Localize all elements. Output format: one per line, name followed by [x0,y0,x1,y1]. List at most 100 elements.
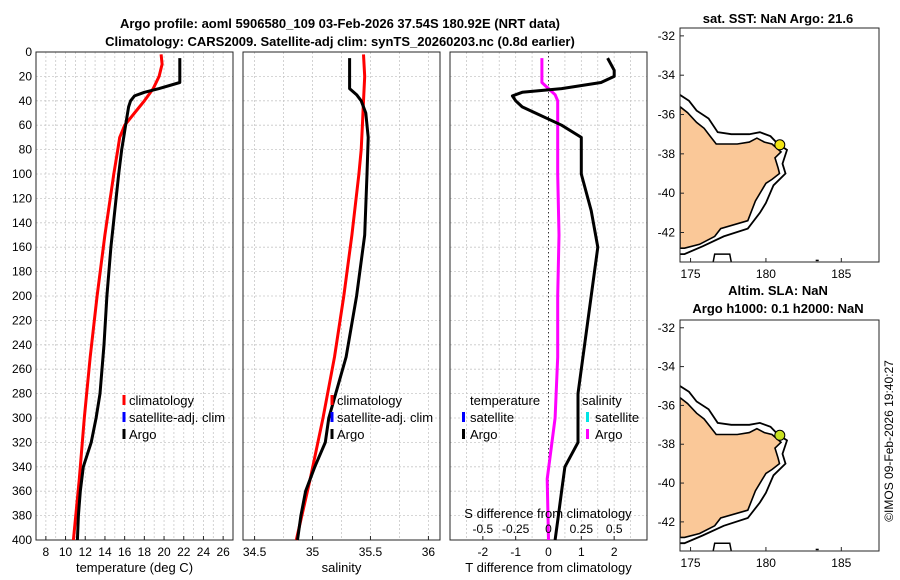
legend-swatch [330,429,334,439]
legend-swatch [462,429,465,439]
map-y-tick-label: -36 [658,108,676,122]
legend-swatch [330,395,334,405]
legend-label-right: salinity [582,393,622,408]
axes-frame [35,51,234,541]
y-tick-label: 40 [19,94,33,108]
axes-frame [242,51,441,541]
salinity-tick-label: -0.5 [472,522,493,536]
y-tick-label: 320 [12,435,32,449]
map-content [680,94,819,262]
x-tick-label: -1 [510,545,521,559]
legend-swatch [586,429,589,439]
map-y-tick-label: -42 [658,515,676,529]
x-tick-label: 18 [138,545,152,559]
x-axis-label: salinity [322,560,362,575]
legend-label-right: Argo [595,427,622,442]
title-line-2: Climatology: CARS2009. Satellite-adj cli… [105,34,575,49]
y-tick-label: 180 [12,265,32,279]
legend-label: satellite-adj. clim [337,410,433,425]
salinity-panel: 34.5 35 35.5 36 salinity climatology satellite… [242,51,441,575]
legend-label: satellite-adj. clim [129,410,225,425]
y-tick-label: 160 [12,240,32,254]
map-y-tick-label: -36 [658,398,676,412]
salinity-tick-label: 0.5 [606,522,623,536]
salinity-tick-label: 0.25 [570,522,594,536]
salinity-axis-label: S difference from climatology [464,506,632,521]
map-bottom-title-line-2: Argo h1000: 0.1 h2000: NaN [692,301,863,316]
y-tick-label: 280 [12,387,32,401]
legend-label: climatology [337,393,403,408]
y-tick-label: 60 [19,118,33,132]
y-tick-label: 120 [12,191,32,205]
y-tick-label: 20 [19,69,33,83]
legend-label: climatology [129,393,195,408]
legend-swatch [122,412,126,422]
map-frame [679,27,880,263]
map-y-tick-label: -32 [658,321,676,335]
y-tick-label: 340 [12,460,32,474]
legend-label: Argo [129,427,156,442]
argo-location-marker [774,139,786,151]
map-x-tick-label: 185 [831,556,851,570]
y-tick-label: 200 [12,289,32,303]
map-top-panel: -32 -34 -36 -38 -40 -42 175 180 185 [658,27,880,281]
shelf-contour [680,385,789,545]
argo-location-marker [774,429,786,441]
argo-line [296,58,370,541]
map-bottom-title-line-1: Altim. SLA: NaN [728,283,828,298]
title-line-1: Argo profile: aoml 5906580_109 03-Feb-20… [120,16,560,31]
legend-label-left: satellite [470,410,514,425]
y-tick-label: 360 [12,484,32,498]
y-tick-label: 400 [12,533,32,547]
temperature-panel: 8 10 12 14 16 18 20 22 24 26 temperature (deg C) 0 2… [12,45,234,575]
x-tick-label: 34.5 [243,545,267,559]
shelf-contour [680,94,789,256]
legend-swatch [462,412,465,422]
salinity-tick-label: -0.25 [502,522,530,536]
x-tick-label: 35.5 [359,545,383,559]
map-x-tick-label: 180 [756,267,776,281]
map-frame [679,319,880,552]
y-tick-label: 380 [12,509,32,523]
y-tick-label: 260 [12,362,32,376]
y-tick-label: 220 [12,313,32,327]
x-tick-label: 22 [177,545,191,559]
map-y-tick-label: -32 [658,29,676,43]
x-tick-label: 36 [422,545,436,559]
legend-swatch [122,395,126,405]
map-y-tick-label: -42 [658,226,676,240]
climatology-line [71,54,164,541]
x-tick-label: 10 [59,545,73,559]
x-tick-label: 12 [79,545,93,559]
copyright-text: ©IMOS 09-Feb-2026 19:40:27 [882,360,896,522]
legend-swatch [586,412,589,422]
map-x-tick-label: 175 [681,267,701,281]
map-y-tick-label: -38 [658,147,676,161]
y-tick-label: 240 [12,338,32,352]
legend-swatch [122,429,126,439]
x-tick-label: 0 [545,545,552,559]
legend-swatch [330,412,334,422]
map-bottom-panel: -32 -34 -36 -38 -40 -42 175 180 185 [658,319,880,570]
salinity-diff-line [540,58,561,541]
x-tick-label: 35 [306,545,320,559]
legend-label-left: temperature [470,393,540,408]
x-tick-label: 16 [118,545,132,559]
x-tick-label: 1 [578,545,585,559]
map-y-tick-label: -34 [658,68,676,82]
map-x-tick-label: 180 [756,556,776,570]
difference-panel: -2 -1 0 1 2T difference from climatology S di… [449,51,648,575]
chatham-contour [712,542,732,551]
x-tick-label: 8 [43,545,50,559]
x-tick-label: 24 [197,545,211,559]
map-y-tick-label: -34 [658,360,676,374]
new-zealand-land [680,105,783,249]
x-tick-label: 26 [216,545,230,559]
y-tick-label: 80 [19,143,33,157]
salinity-tick-label: 0 [545,522,552,536]
x-tick-label: -2 [477,545,488,559]
chatham-contour [712,253,732,262]
legend-label-right: satellite [595,410,639,425]
argo-line [75,58,182,541]
